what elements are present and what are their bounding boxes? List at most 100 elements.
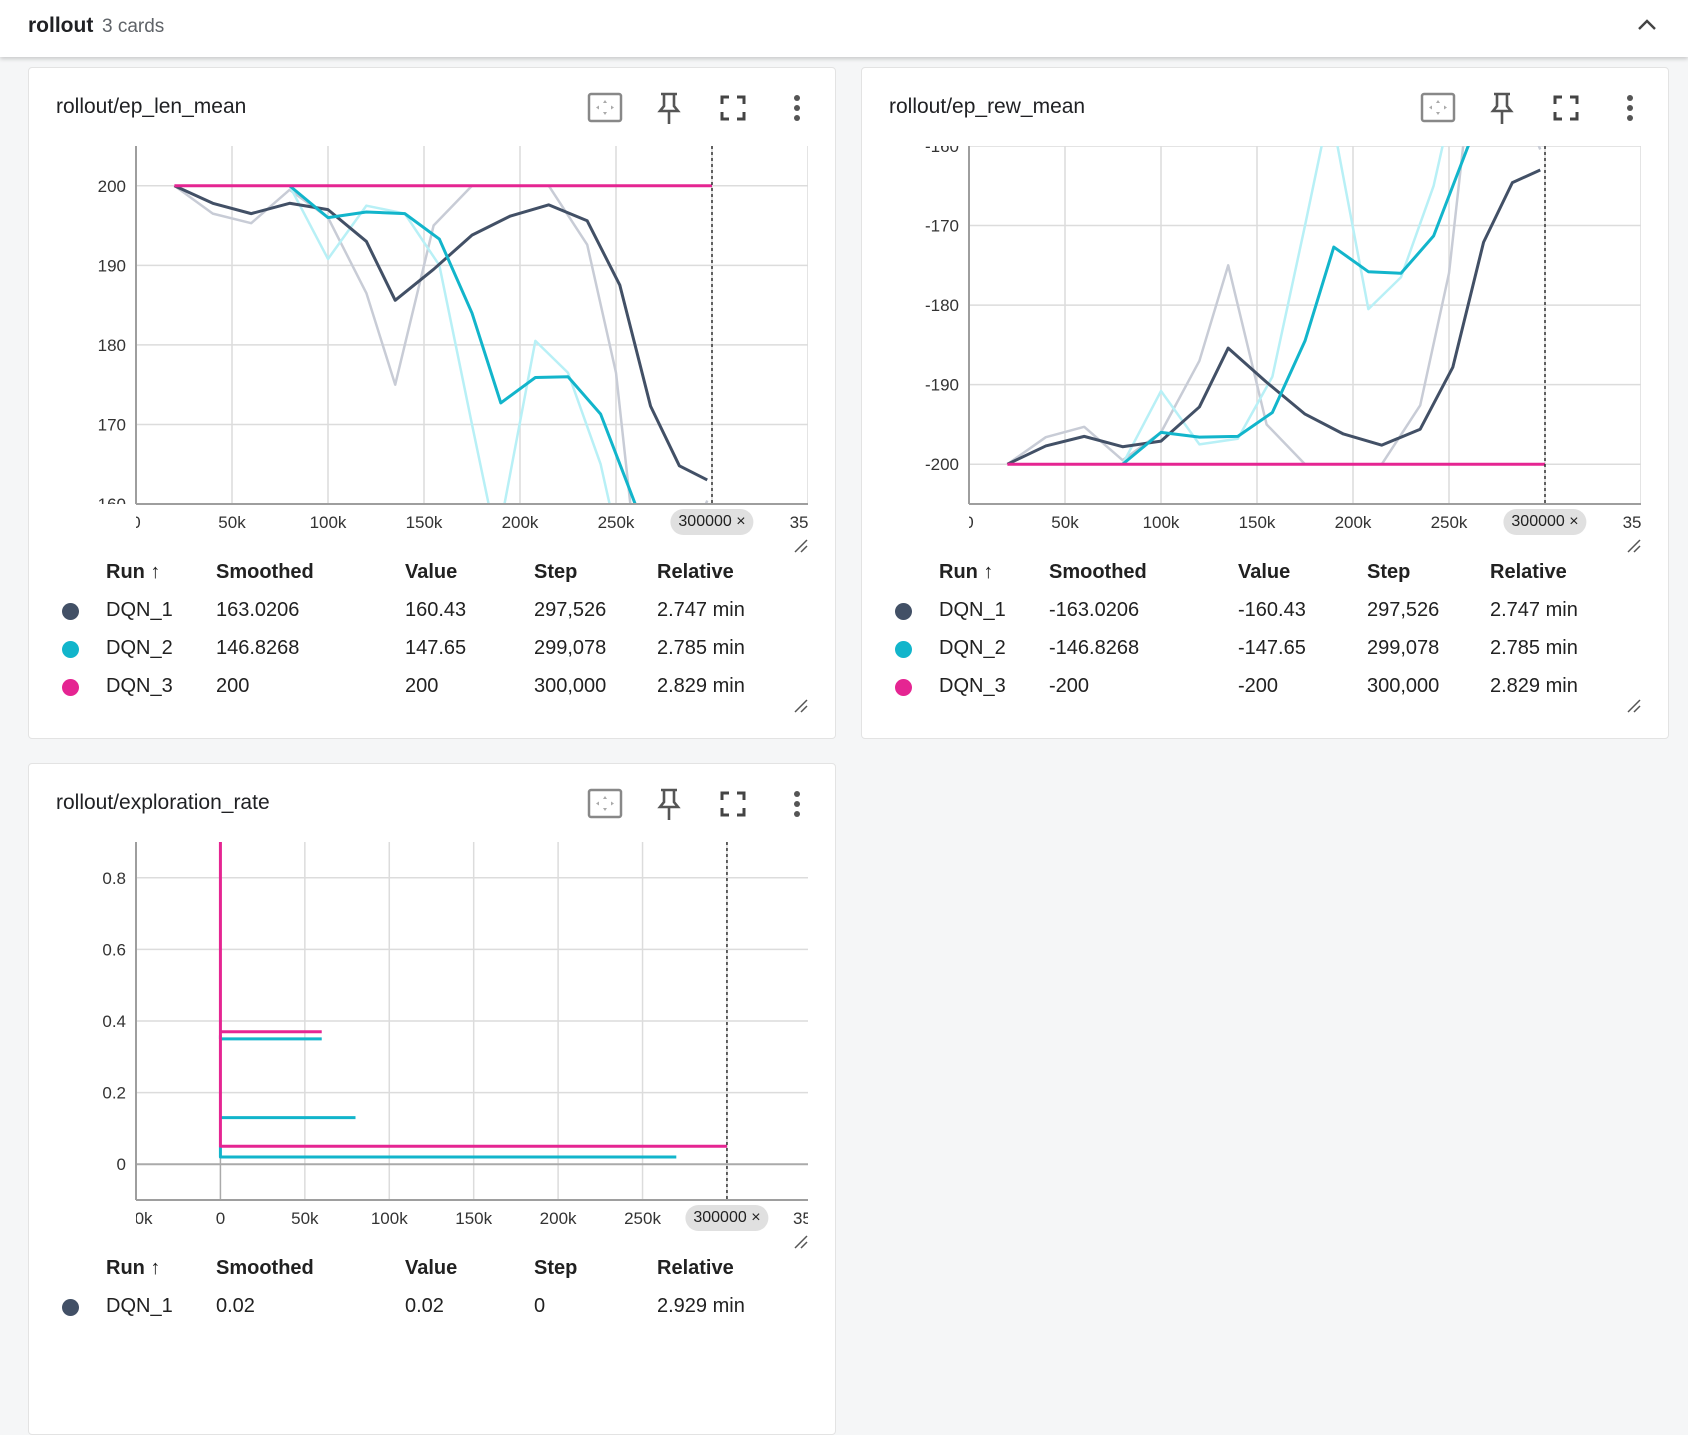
y-tick-labels: 0 0.2 0.4 0.6 0.8 xyxy=(102,869,126,1174)
x-tick-label: 0 xyxy=(216,1209,225,1228)
series-line-dqn_2-smoothed xyxy=(218,1035,322,1041)
pin-icon[interactable] xyxy=(651,90,687,126)
section-header: rollout 3 cards xyxy=(0,0,1688,57)
table-cell-relative: 2.929 min xyxy=(657,1295,745,1317)
table-resize-handle[interactable] xyxy=(793,698,809,714)
y-tick-label: 180 xyxy=(98,336,126,355)
chevron-up-icon[interactable] xyxy=(1632,10,1662,40)
column-header-run[interactable]: Run ↑ xyxy=(939,561,994,583)
step-marker-chip[interactable]: 300000 × xyxy=(670,509,754,535)
x-tick-label: 0 xyxy=(131,513,140,532)
card-title: rollout/ep_len_mean xyxy=(56,95,247,118)
card-count: 3 cards xyxy=(102,16,165,37)
step-marker-chip[interactable]: 300000 × xyxy=(1503,509,1587,535)
x-tick-label: 350k xyxy=(1623,513,1660,532)
x-tick-labels: 0 50k 100k 150k 200k 250k 350k xyxy=(969,513,1660,532)
fit-domain-icon[interactable] xyxy=(587,90,623,126)
table-cell-run: DQN_3 xyxy=(939,675,1006,697)
y-tick-label: -190 xyxy=(925,376,959,395)
y-tick-label: 0.2 xyxy=(102,1084,126,1103)
chart-resize-handle[interactable] xyxy=(793,538,809,554)
x-tick-label: 200k xyxy=(1335,513,1372,532)
y-tick-label: 0.6 xyxy=(102,940,126,959)
column-header-relative: Relative xyxy=(657,561,734,583)
table-cell-relative: 2.785 min xyxy=(1490,637,1578,659)
x-tick-label: 200k xyxy=(502,513,539,532)
step-marker-chip[interactable]: 300000 × xyxy=(685,1205,769,1231)
fit-domain-icon[interactable] xyxy=(587,786,623,822)
column-header-step: Step xyxy=(534,561,578,583)
x-tick-label: 150k xyxy=(406,513,443,532)
card-title: rollout/ep_rew_mean xyxy=(889,95,1086,118)
series-line-dqn_1-raw xyxy=(1006,146,1542,466)
table-cell-smoothed: 0.02 xyxy=(216,1295,255,1317)
y-tick-labels: 160 170 180 190 200 xyxy=(98,177,126,504)
table-cell-run: DQN_1 xyxy=(939,599,1006,621)
y-tick-label: 170 xyxy=(98,415,126,434)
run-color-dot xyxy=(62,1299,79,1316)
fullscreen-icon[interactable] xyxy=(715,90,751,126)
y-tick-label: -200 xyxy=(925,455,959,474)
more-menu-icon[interactable] xyxy=(779,90,815,126)
y-tick-label: -180 xyxy=(925,296,959,315)
line-chart[interactable]: 160 170 180 190 200 0 50k 100k 150k 200k 250k 350k xyxy=(29,68,835,548)
column-header-value: Value xyxy=(405,561,458,583)
x-tick-label: 50k xyxy=(291,1209,319,1228)
table-cell-step: 299,078 xyxy=(1367,637,1440,659)
x-tick-label: 250k xyxy=(1431,513,1468,532)
run-color-dot xyxy=(62,603,79,620)
more-menu-icon[interactable] xyxy=(779,786,815,822)
table-cell-step: 300,000 xyxy=(534,675,607,697)
pin-icon[interactable] xyxy=(651,786,687,822)
table-cell-step: 297,526 xyxy=(534,599,607,621)
fullscreen-icon[interactable] xyxy=(715,786,751,822)
chart-resize-handle[interactable] xyxy=(1626,538,1642,554)
series-group xyxy=(173,184,712,504)
fit-domain-icon[interactable] xyxy=(1420,90,1456,126)
scalar-card: -200 -190 -180 -170 -160 0 50k 100k 150k 200k 250k… xyxy=(861,67,1669,739)
column-header-relative: Relative xyxy=(657,1257,734,1279)
table-cell-relative: 2.785 min xyxy=(657,637,745,659)
x-tick-labels: -50k 0 50k 100k 150k 200k 250k 350k xyxy=(119,1209,808,1228)
x-tick-label: 250k xyxy=(598,513,635,532)
x-tick-label: -50k xyxy=(119,1209,153,1228)
table-cell-value: -160.43 xyxy=(1238,599,1306,621)
series-line-dqn_2-smoothed xyxy=(218,1146,677,1159)
pin-icon[interactable] xyxy=(1484,90,1520,126)
table-cell-value: 200 xyxy=(405,675,439,697)
fullscreen-icon[interactable] xyxy=(1548,90,1584,126)
run-color-dot xyxy=(895,641,912,658)
y-tick-label: -170 xyxy=(925,217,959,236)
series-line-dqn_3-smoothed xyxy=(218,842,727,1148)
table-cell-relative: 2.829 min xyxy=(1490,675,1578,697)
series-line-dqn_2-smoothed xyxy=(288,184,637,504)
x-tick-label: 100k xyxy=(1143,513,1180,532)
table-resize-handle[interactable] xyxy=(1626,698,1642,714)
x-tick-label: 50k xyxy=(1051,513,1079,532)
grid xyxy=(136,146,808,504)
x-tick-label: 200k xyxy=(540,1209,577,1228)
x-tick-label: 350k xyxy=(790,513,827,532)
table-cell-step: 300,000 xyxy=(1367,675,1440,697)
more-menu-icon[interactable] xyxy=(1612,90,1648,126)
run-color-dot xyxy=(62,641,79,658)
line-chart[interactable]: 0 0.2 0.4 0.6 0.8 -50k 0 50k 100k 150k 200k 250k 350… xyxy=(29,764,835,1244)
y-tick-labels: -200 -190 -180 -170 -160 xyxy=(925,146,959,474)
run-color-dot xyxy=(895,603,912,620)
y-tick-label: 0 xyxy=(117,1155,126,1174)
column-header-run[interactable]: Run ↑ xyxy=(106,1257,161,1279)
column-header-run[interactable]: Run ↑ xyxy=(106,561,161,583)
table-cell-value: 147.65 xyxy=(405,637,467,659)
line-chart[interactable]: -200 -190 -180 -170 -160 0 50k 100k 150k 200k 250k… xyxy=(862,68,1668,548)
column-header-value: Value xyxy=(1238,561,1291,583)
y-tick-label: 190 xyxy=(98,256,126,275)
section-title: rollout xyxy=(28,14,94,37)
table-cell-step: 299,078 xyxy=(534,637,607,659)
column-header-step: Step xyxy=(534,1257,578,1279)
chart-resize-handle[interactable] xyxy=(793,1234,809,1250)
x-tick-label: 50k xyxy=(218,513,246,532)
table-cell-smoothed: 163.0206 xyxy=(216,599,300,621)
series-line-dqn_2-raw xyxy=(288,185,611,504)
table-cell-smoothed: 200 xyxy=(216,675,250,697)
grid xyxy=(136,842,808,1200)
